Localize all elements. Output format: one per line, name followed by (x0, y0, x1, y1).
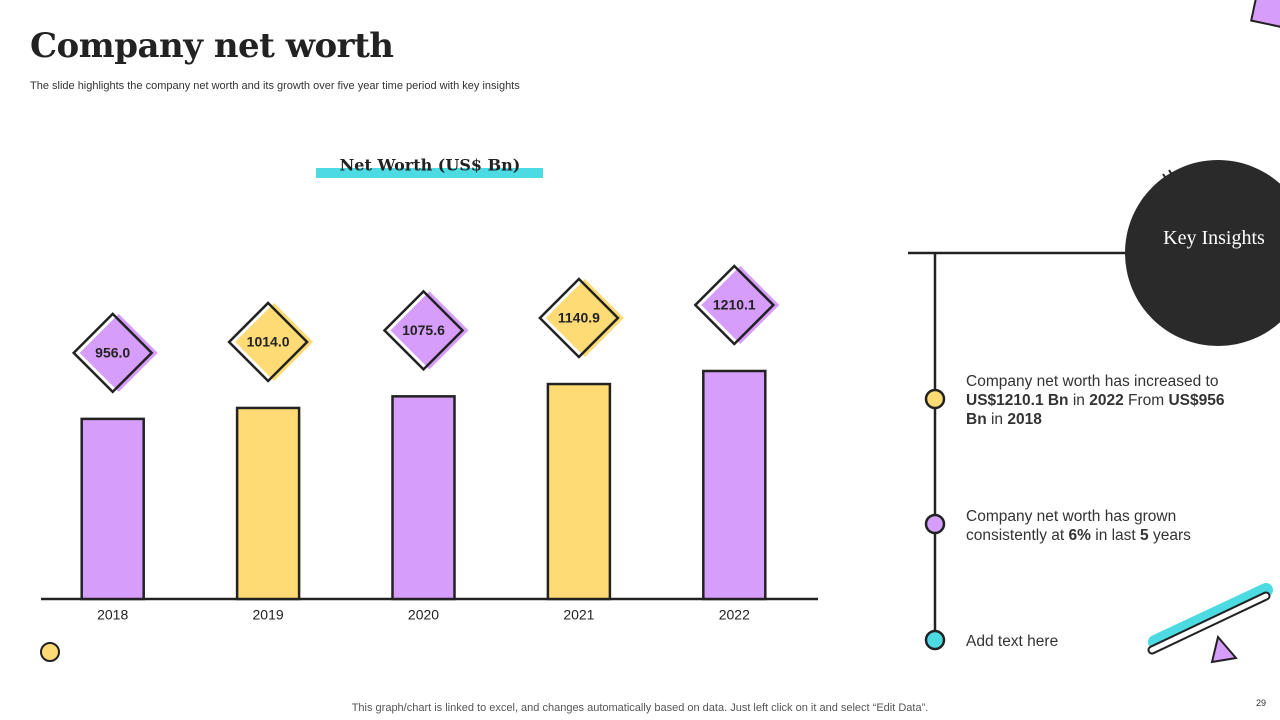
label-diamond (227, 301, 309, 383)
insights-circle (1125, 160, 1280, 346)
title-highlight (316, 168, 543, 178)
data-label: 1210.1 (713, 297, 756, 313)
insight-dot (924, 513, 946, 535)
insight-run: US$956 Bn (966, 392, 1225, 428)
bar (546, 382, 612, 601)
insight-dot (924, 629, 946, 651)
insight-run: 5 (1140, 527, 1149, 544)
x-tick-label: 2020 (408, 607, 439, 623)
label-diamond-shadow (235, 302, 314, 381)
label-diamond-shadow (545, 279, 624, 358)
bar (80, 417, 145, 601)
decor-dot (40, 642, 60, 662)
insight-run: in last (1090, 527, 1141, 544)
insight-run: Add text here (966, 633, 1059, 650)
x-tick-label: 2021 (563, 607, 594, 623)
insight-text: Add text here (966, 632, 1246, 651)
bar (235, 406, 301, 601)
subtitle: The slide highlights the company net wor… (30, 80, 520, 92)
decor-triangle (1210, 634, 1238, 664)
insight-run: 6% (1068, 527, 1091, 544)
insight-run: in (986, 411, 1008, 428)
insights-heading: Key Insights (1163, 227, 1265, 249)
decor-square (1250, 0, 1280, 28)
title: Company net worth (30, 26, 394, 66)
insight-run: Company net worth has increased to (966, 373, 1219, 390)
decor-stick (1148, 583, 1273, 649)
data-label: 956.0 (95, 345, 130, 361)
x-tick-label: 2018 (97, 607, 128, 623)
label-diamond (71, 312, 154, 394)
insight-text: Company net worth has increased to US$12… (966, 372, 1246, 429)
label-diamond-shadow (390, 291, 469, 370)
data-label: 1075.6 (402, 322, 445, 338)
bar (702, 369, 767, 601)
label-diamond-shadow (701, 266, 780, 344)
decor-stick-inner (1149, 593, 1269, 653)
insight-run: in (1068, 392, 1090, 409)
bar (391, 395, 456, 601)
data-label: 1014.0 (247, 334, 290, 350)
label-diamond (382, 289, 465, 372)
label-diamond (538, 277, 620, 359)
insight-run: From (1123, 392, 1169, 409)
chart-title: Net Worth (US$ Bn) (340, 156, 521, 175)
x-tick-label: 2022 (719, 607, 750, 623)
label-diamond-shadow (79, 313, 158, 392)
insight-run: 2018 (1007, 411, 1042, 428)
footer: This graph/chart is linked to excel, and… (351, 702, 929, 714)
insight-run: Company net worth has grown consistently… (966, 508, 1177, 544)
insight-run: 2022 (1089, 392, 1124, 409)
insight-run: years (1148, 527, 1191, 544)
insight-text: Company net worth has grown consistently… (966, 507, 1246, 545)
x-tick-label: 2019 (253, 607, 284, 623)
insight-run: US$1210.1 Bn (966, 392, 1069, 409)
data-label: 1140.9 (558, 310, 600, 326)
page-number: 29 (1256, 698, 1267, 708)
label-diamond (693, 264, 776, 346)
insight-dot (924, 388, 946, 410)
